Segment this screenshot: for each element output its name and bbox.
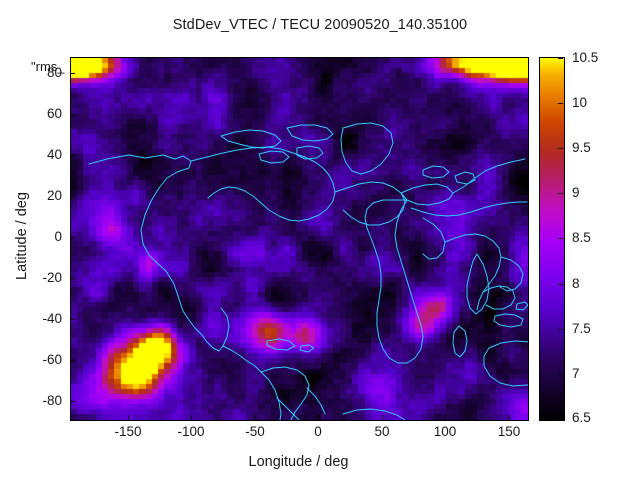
ytick-40 xyxy=(70,155,75,156)
ytick-80 xyxy=(70,73,75,74)
xtick-label-100: 100 xyxy=(433,424,457,439)
cbtick-8 xyxy=(558,284,563,285)
colorbar xyxy=(539,57,565,421)
cbtick-label-9_5: 9.5 xyxy=(572,140,591,155)
ytick-label-80: 80 xyxy=(46,65,62,80)
ytick-neg60 xyxy=(70,360,75,361)
cbtick-9 xyxy=(558,193,563,194)
ytick-label-20: 20 xyxy=(46,188,62,203)
cbtick-7_5 xyxy=(558,329,563,330)
cbtick-label-8: 8 xyxy=(572,276,580,291)
ytick-label-60: 60 xyxy=(46,106,62,121)
ytick-label-neg40: -40 xyxy=(42,311,62,326)
ytick-60 xyxy=(70,114,75,115)
xtick-neg150 xyxy=(128,415,129,420)
xtick-50 xyxy=(382,415,383,420)
ytick-label-neg80: -80 xyxy=(42,393,62,408)
cbtick-label-10_5: 10.5 xyxy=(572,50,599,65)
xtick-0 xyxy=(318,415,319,420)
xtick-label-neg150: -150 xyxy=(114,424,142,439)
chart-title: StdDev_VTEC / TECU 20090520_140.35100 xyxy=(172,17,468,33)
cbtick-8_5 xyxy=(558,238,563,239)
cbtick-10 xyxy=(558,103,563,104)
axis-text-artifact: "rms_ xyxy=(31,59,65,74)
ytick-20 xyxy=(70,196,75,197)
colorbar-gradient xyxy=(540,58,564,420)
xtick-150 xyxy=(509,415,510,420)
cbtick-label-8_5: 8.5 xyxy=(572,230,591,245)
ytick-neg20 xyxy=(70,278,75,279)
ytick-0 xyxy=(70,237,75,238)
cbtick-7 xyxy=(558,374,563,375)
ytick-label-neg20: -20 xyxy=(42,270,62,285)
coastline-overlay xyxy=(88,122,528,420)
xtick-label-neg50: -50 xyxy=(245,424,265,439)
cbtick-label-6_5: 6.5 xyxy=(572,410,591,425)
xtick-label-0: 0 xyxy=(314,424,322,439)
cbtick-10_5 xyxy=(558,58,563,59)
xtick-neg50 xyxy=(255,415,256,420)
ytick-label-neg60: -60 xyxy=(42,352,62,367)
x-axis-title: Longitude / deg xyxy=(248,454,349,470)
ytick-neg40 xyxy=(70,319,75,320)
xtick-label-150: 150 xyxy=(497,424,521,439)
cbtick-6_5 xyxy=(558,418,563,419)
cbtick-label-7: 7 xyxy=(572,366,580,381)
ytick-label-40: 40 xyxy=(46,147,62,162)
xtick-neg100 xyxy=(191,415,192,420)
heatmap-plot-area xyxy=(70,57,529,421)
ytick-label-0: 0 xyxy=(54,229,62,244)
cbtick-label-7_5: 7.5 xyxy=(572,321,591,336)
cbtick-label-10: 10 xyxy=(572,95,588,110)
xtick-label-50: 50 xyxy=(374,424,390,439)
y-axis-title: Latitude / deg xyxy=(14,192,30,280)
xtick-label-neg100: -100 xyxy=(177,424,205,439)
cbtick-9_5 xyxy=(558,148,563,149)
xtick-100 xyxy=(445,415,446,420)
cbtick-label-9: 9 xyxy=(572,185,580,200)
ytick-neg80 xyxy=(70,401,75,402)
